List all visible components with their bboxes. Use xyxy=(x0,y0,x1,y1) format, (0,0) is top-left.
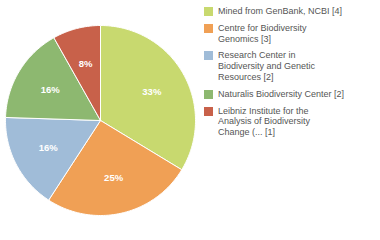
html-text:Centre for Biodiversity Genomi: Centre for Biodiversity Genomics [3] xyxy=(218,22,307,44)
svg-text:8%: 8% xyxy=(79,58,93,69)
html-text:Leibniz Institute for the Anal: Leibniz Institute for the Analysis of Bi… xyxy=(218,105,310,138)
svg-text:33%: 33% xyxy=(142,86,162,97)
html-text:Research Center in Biodiversit: Research Center in Biodiversity and Gene… xyxy=(218,50,316,82)
svg-text:25%: 25% xyxy=(104,172,124,183)
html-text:Naturalis Biodiversity Center: Naturalis Biodiversity Center [2] xyxy=(218,88,345,99)
svg-text:16%: 16% xyxy=(41,84,61,95)
svg-text:16%: 16% xyxy=(39,142,59,153)
html-text:Mined from GenBank, NCBI [4]: Mined from GenBank, NCBI [4] xyxy=(218,6,343,16)
